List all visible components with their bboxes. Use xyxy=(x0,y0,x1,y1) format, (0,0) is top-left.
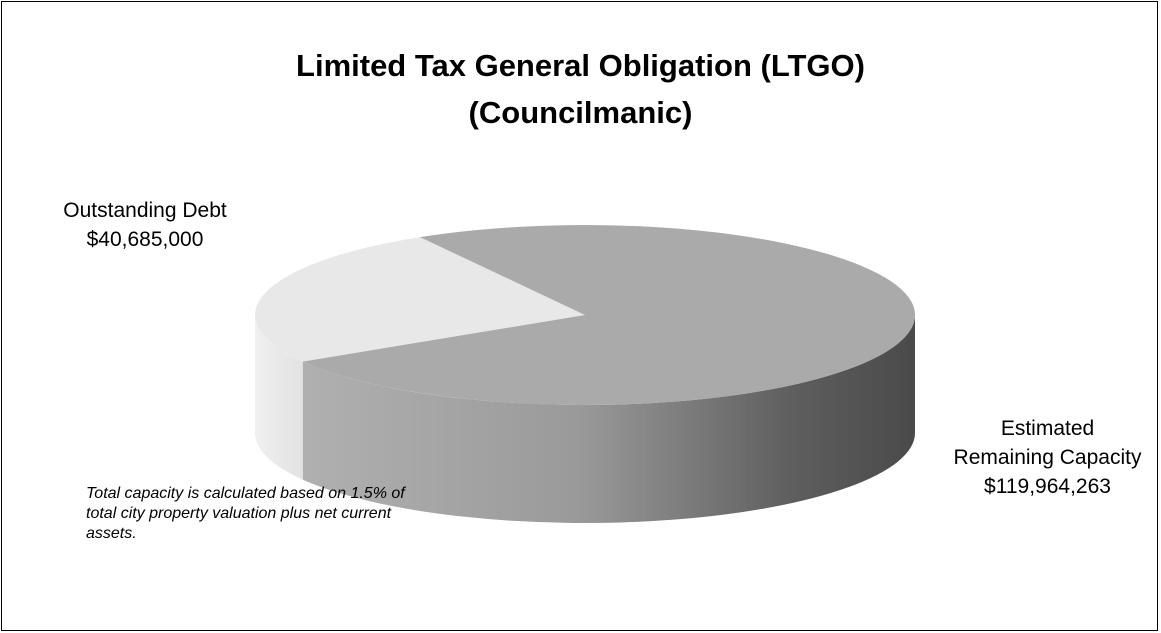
label-outstanding-debt-name: Outstanding Debt xyxy=(20,196,270,225)
label-remaining-capacity-line2: Remaining Capacity xyxy=(935,443,1160,472)
label-remaining-capacity: Estimated Remaining Capacity $119,964,26… xyxy=(935,414,1160,501)
label-outstanding-debt: Outstanding Debt $40,685,000 xyxy=(20,196,270,254)
label-remaining-capacity-line1: Estimated xyxy=(935,414,1160,443)
label-outstanding-debt-value: $40,685,000 xyxy=(20,225,270,254)
label-remaining-capacity-value: $119,964,263 xyxy=(935,472,1160,501)
capacity-note: Total capacity is calculated based on 1.… xyxy=(86,484,426,544)
